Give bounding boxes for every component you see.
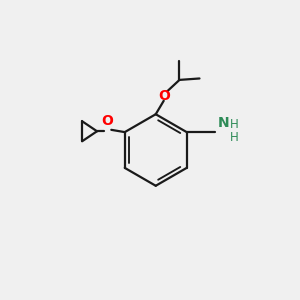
Text: O: O (158, 89, 170, 103)
Text: H: H (230, 118, 239, 131)
Text: H: H (230, 131, 239, 144)
Text: O: O (101, 113, 113, 128)
Text: N: N (218, 116, 229, 130)
